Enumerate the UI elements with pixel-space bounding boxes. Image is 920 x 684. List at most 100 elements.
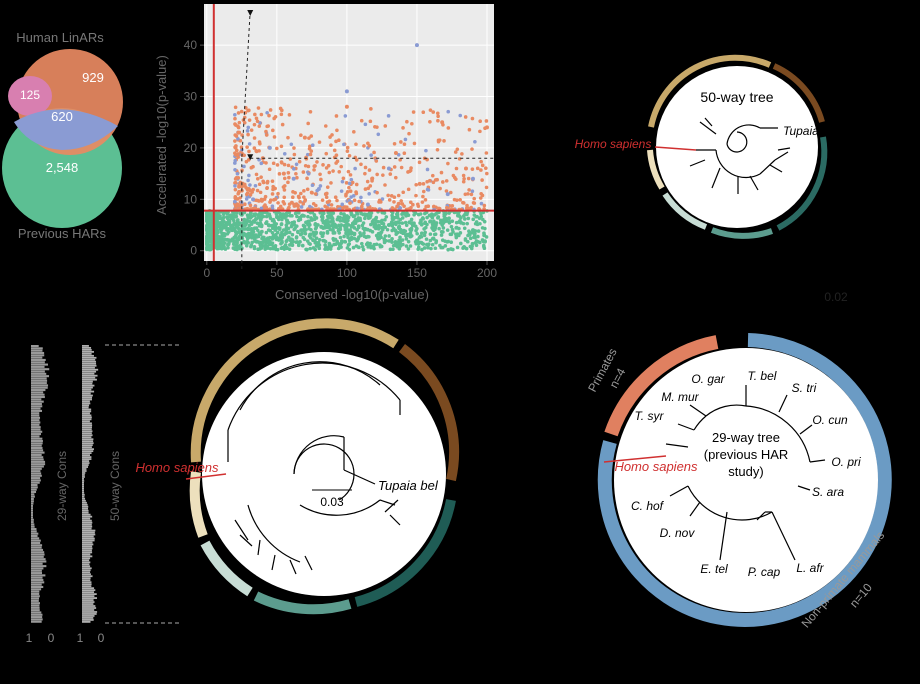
clade-arc-teal	[710, 227, 773, 239]
data-point-orange	[307, 136, 311, 140]
track-bar	[82, 468, 87, 470]
data-point-green	[331, 219, 335, 224]
data-point-orange	[310, 143, 315, 148]
data-point-green	[337, 223, 341, 228]
data-point-orange	[303, 163, 308, 168]
data-point-orange	[236, 137, 240, 141]
data-point-orange	[246, 158, 251, 162]
data-point-orange	[329, 203, 334, 207]
track-bar	[82, 348, 92, 351]
data-point-green	[308, 242, 312, 246]
data-point-orange	[271, 161, 276, 166]
track-bar	[82, 589, 96, 592]
data-point-orange	[469, 192, 474, 197]
species-label: M. mur	[661, 390, 699, 404]
track-bar	[82, 527, 92, 530]
data-point-orange	[354, 182, 359, 187]
data-point-green	[233, 226, 237, 230]
track-bar	[31, 595, 40, 598]
track-bar	[82, 440, 94, 443]
data-point-green	[259, 244, 263, 249]
scale-bar-label: 0.02	[824, 290, 848, 304]
species-label: S. tri	[792, 381, 817, 395]
data-point-orange	[446, 161, 450, 166]
data-point-orange	[282, 151, 287, 156]
track-bar	[82, 563, 90, 566]
data-point-orange	[329, 181, 333, 185]
data-point-green	[419, 240, 424, 245]
data-point-orange	[290, 195, 295, 200]
data-point-orange	[235, 171, 240, 176]
data-point-orange	[407, 169, 412, 174]
data-point-green	[365, 241, 370, 245]
data-point-green	[471, 217, 476, 222]
tree29-title-2: (previous HAR	[704, 447, 789, 462]
data-point-green	[256, 247, 260, 252]
data-point-green	[238, 234, 242, 239]
data-point-orange	[454, 166, 459, 171]
data-point-orange	[375, 172, 379, 177]
data-point-orange	[398, 206, 403, 210]
data-point-orange	[320, 198, 325, 202]
data-point-orange	[330, 133, 334, 137]
track-bar	[82, 410, 92, 413]
data-point-orange	[372, 150, 376, 155]
data-point-orange	[478, 196, 483, 200]
data-point-orange	[233, 177, 238, 181]
data-point-green	[287, 230, 292, 235]
track-bar	[31, 354, 45, 357]
data-point-orange	[431, 110, 436, 114]
data-point-orange	[436, 138, 441, 143]
data-point-green	[304, 220, 308, 225]
data-point-orange	[287, 175, 291, 180]
data-point-orange	[365, 179, 370, 184]
track-bar	[82, 418, 92, 421]
track-bar	[82, 591, 95, 594]
data-point-orange	[480, 163, 485, 168]
track-bar	[31, 532, 39, 535]
data-point-green	[311, 246, 316, 250]
track-bar	[31, 409, 43, 412]
track-bar	[82, 422, 92, 425]
data-point-green	[339, 241, 344, 245]
data-point-green	[319, 231, 323, 235]
tree-title: 50-way tree	[700, 89, 773, 105]
data-point-green	[243, 223, 247, 228]
data-point-green	[391, 217, 395, 222]
data-point-orange	[368, 184, 373, 188]
data-point-green	[290, 232, 295, 237]
track-bar	[31, 572, 43, 575]
track-bar	[82, 543, 94, 546]
track-bar	[31, 493, 35, 496]
data-point	[482, 233, 487, 238]
data-point-orange	[242, 164, 246, 169]
data-point-orange	[479, 201, 484, 206]
data-point-orange	[375, 190, 379, 195]
data-point-orange	[234, 144, 238, 148]
data-point-orange	[470, 189, 475, 193]
data-point-green	[306, 214, 310, 219]
track-bar	[82, 593, 97, 596]
track-bar	[31, 565, 47, 568]
data-point-green	[416, 245, 421, 250]
data-point-orange	[281, 199, 286, 204]
data-point-green	[400, 238, 405, 242]
data-point-green	[402, 228, 406, 233]
clade-arc-lightteal	[200, 540, 253, 597]
track-bar	[82, 476, 85, 478]
data-point-green	[238, 231, 243, 235]
track-bar	[82, 430, 93, 433]
data-point-orange	[273, 115, 278, 119]
data-point-orange	[354, 142, 358, 147]
track-bar	[31, 548, 44, 551]
track-bar	[82, 480, 85, 482]
track-bar	[82, 567, 92, 570]
data-point-green	[374, 242, 379, 247]
species-label: D. nov	[660, 526, 696, 540]
venn-overlap-count: 620	[51, 109, 73, 124]
data-point-orange	[470, 167, 475, 171]
data-point-orange	[378, 200, 383, 204]
data-point-orange	[251, 187, 255, 192]
data-point-green	[332, 238, 336, 242]
data-point-green	[234, 211, 239, 215]
